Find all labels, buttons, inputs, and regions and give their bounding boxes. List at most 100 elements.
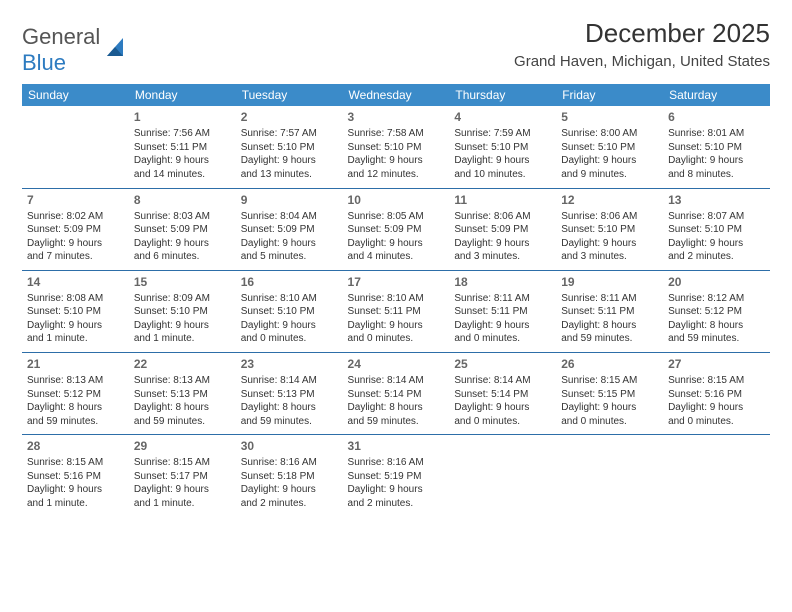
daylight-text: Daylight: 8 hours xyxy=(348,401,445,415)
calendar-cell: 16Sunrise: 8:10 AMSunset: 5:10 PMDayligh… xyxy=(236,270,343,352)
day-number: 14 xyxy=(27,274,124,290)
day-number: 17 xyxy=(348,274,445,290)
daylight-text: and 9 minutes. xyxy=(561,168,658,182)
sunrise-text: Sunrise: 8:08 AM xyxy=(27,292,124,306)
daylight-text: Daylight: 9 hours xyxy=(454,401,551,415)
day-header: Sunday xyxy=(22,84,129,106)
sunrise-text: Sunrise: 8:14 AM xyxy=(241,374,338,388)
sunset-text: Sunset: 5:14 PM xyxy=(454,388,551,402)
day-number: 7 xyxy=(27,192,124,208)
calendar-cell: 3Sunrise: 7:58 AMSunset: 5:10 PMDaylight… xyxy=(343,106,450,188)
daylight-text: and 13 minutes. xyxy=(241,168,338,182)
sunrise-text: Sunrise: 8:15 AM xyxy=(134,456,231,470)
sunset-text: Sunset: 5:14 PM xyxy=(348,388,445,402)
daylight-text: and 1 minute. xyxy=(134,332,231,346)
calendar-cell: 18Sunrise: 8:11 AMSunset: 5:11 PMDayligh… xyxy=(449,270,556,352)
sunset-text: Sunset: 5:18 PM xyxy=(241,470,338,484)
day-header-row: SundayMondayTuesdayWednesdayThursdayFrid… xyxy=(22,84,770,106)
sunrise-text: Sunrise: 8:14 AM xyxy=(348,374,445,388)
daylight-text: and 6 minutes. xyxy=(134,250,231,264)
day-number: 16 xyxy=(241,274,338,290)
sunset-text: Sunset: 5:10 PM xyxy=(134,305,231,319)
sunrise-text: Sunrise: 8:03 AM xyxy=(134,210,231,224)
sunset-text: Sunset: 5:10 PM xyxy=(454,141,551,155)
daylight-text: and 59 minutes. xyxy=(561,332,658,346)
daylight-text: and 1 minute. xyxy=(134,497,231,511)
daylight-text: Daylight: 9 hours xyxy=(454,319,551,333)
sunset-text: Sunset: 5:16 PM xyxy=(668,388,765,402)
daylight-text: Daylight: 9 hours xyxy=(241,483,338,497)
daylight-text: and 3 minutes. xyxy=(561,250,658,264)
calendar-cell: 25Sunrise: 8:14 AMSunset: 5:14 PMDayligh… xyxy=(449,352,556,434)
calendar-cell: 12Sunrise: 8:06 AMSunset: 5:10 PMDayligh… xyxy=(556,188,663,270)
sunset-text: Sunset: 5:13 PM xyxy=(134,388,231,402)
day-number: 9 xyxy=(241,192,338,208)
day-header: Monday xyxy=(129,84,236,106)
day-number: 8 xyxy=(134,192,231,208)
daylight-text: Daylight: 9 hours xyxy=(241,237,338,251)
daylight-text: and 0 minutes. xyxy=(454,332,551,346)
daylight-text: Daylight: 9 hours xyxy=(668,401,765,415)
daylight-text: and 12 minutes. xyxy=(348,168,445,182)
sunrise-text: Sunrise: 8:16 AM xyxy=(241,456,338,470)
day-number: 19 xyxy=(561,274,658,290)
sunset-text: Sunset: 5:09 PM xyxy=(454,223,551,237)
daylight-text: Daylight: 9 hours xyxy=(134,319,231,333)
calendar-cell: 8Sunrise: 8:03 AMSunset: 5:09 PMDaylight… xyxy=(129,188,236,270)
day-number: 10 xyxy=(348,192,445,208)
day-number: 27 xyxy=(668,356,765,372)
daylight-text: and 0 minutes. xyxy=(561,415,658,429)
sunrise-text: Sunrise: 8:16 AM xyxy=(348,456,445,470)
logo-word-2: Blue xyxy=(22,50,66,75)
sunset-text: Sunset: 5:10 PM xyxy=(27,305,124,319)
sunrise-text: Sunrise: 8:11 AM xyxy=(454,292,551,306)
calendar-cell: 14Sunrise: 8:08 AMSunset: 5:10 PMDayligh… xyxy=(22,270,129,352)
sunrise-text: Sunrise: 8:00 AM xyxy=(561,127,658,141)
calendar-cell: 9Sunrise: 8:04 AMSunset: 5:09 PMDaylight… xyxy=(236,188,343,270)
day-number: 2 xyxy=(241,109,338,125)
logo-word-1: General xyxy=(22,24,100,49)
sunset-text: Sunset: 5:09 PM xyxy=(348,223,445,237)
daylight-text: Daylight: 8 hours xyxy=(241,401,338,415)
sunset-text: Sunset: 5:11 PM xyxy=(454,305,551,319)
daylight-text: and 2 minutes. xyxy=(668,250,765,264)
daylight-text: Daylight: 9 hours xyxy=(348,319,445,333)
daylight-text: Daylight: 9 hours xyxy=(27,237,124,251)
daylight-text: Daylight: 9 hours xyxy=(134,483,231,497)
calendar-cell: 27Sunrise: 8:15 AMSunset: 5:16 PMDayligh… xyxy=(663,352,770,434)
sunrise-text: Sunrise: 8:15 AM xyxy=(561,374,658,388)
sunset-text: Sunset: 5:10 PM xyxy=(668,223,765,237)
calendar-cell: 4Sunrise: 7:59 AMSunset: 5:10 PMDaylight… xyxy=(449,106,556,188)
sunrise-text: Sunrise: 8:10 AM xyxy=(348,292,445,306)
daylight-text: Daylight: 9 hours xyxy=(561,237,658,251)
sunset-text: Sunset: 5:12 PM xyxy=(668,305,765,319)
daylight-text: and 3 minutes. xyxy=(454,250,551,264)
daylight-text: and 0 minutes. xyxy=(348,332,445,346)
calendar-table: SundayMondayTuesdayWednesdayThursdayFrid… xyxy=(22,84,770,517)
calendar-cell: 15Sunrise: 8:09 AMSunset: 5:10 PMDayligh… xyxy=(129,270,236,352)
sunset-text: Sunset: 5:10 PM xyxy=(668,141,765,155)
daylight-text: and 0 minutes. xyxy=(668,415,765,429)
calendar-week-row: 1Sunrise: 7:56 AMSunset: 5:11 PMDaylight… xyxy=(22,106,770,188)
page-header: General Blue December 2025 Grand Haven, … xyxy=(22,18,770,76)
sunset-text: Sunset: 5:15 PM xyxy=(561,388,658,402)
sunrise-text: Sunrise: 8:13 AM xyxy=(27,374,124,388)
calendar-cell: 23Sunrise: 8:14 AMSunset: 5:13 PMDayligh… xyxy=(236,352,343,434)
sunset-text: Sunset: 5:17 PM xyxy=(134,470,231,484)
daylight-text: Daylight: 9 hours xyxy=(134,237,231,251)
daylight-text: and 4 minutes. xyxy=(348,250,445,264)
daylight-text: and 59 minutes. xyxy=(27,415,124,429)
day-number: 4 xyxy=(454,109,551,125)
day-number: 29 xyxy=(134,438,231,454)
daylight-text: Daylight: 9 hours xyxy=(454,154,551,168)
calendar-week-row: 28Sunrise: 8:15 AMSunset: 5:16 PMDayligh… xyxy=(22,435,770,517)
day-header: Friday xyxy=(556,84,663,106)
day-number: 25 xyxy=(454,356,551,372)
calendar-body: 1Sunrise: 7:56 AMSunset: 5:11 PMDaylight… xyxy=(22,106,770,517)
sunset-text: Sunset: 5:11 PM xyxy=(348,305,445,319)
calendar-cell xyxy=(663,435,770,517)
sunrise-text: Sunrise: 8:05 AM xyxy=(348,210,445,224)
calendar-cell: 6Sunrise: 8:01 AMSunset: 5:10 PMDaylight… xyxy=(663,106,770,188)
daylight-text: Daylight: 8 hours xyxy=(27,401,124,415)
daylight-text: and 0 minutes. xyxy=(241,332,338,346)
